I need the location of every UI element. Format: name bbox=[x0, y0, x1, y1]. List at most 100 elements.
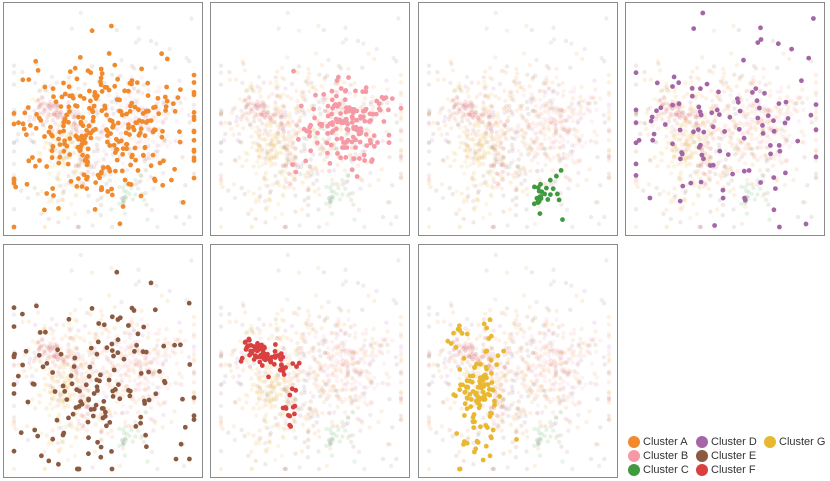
background-point bbox=[237, 139, 243, 144]
background-point bbox=[221, 138, 227, 143]
background-point bbox=[778, 111, 783, 116]
background-point bbox=[459, 115, 465, 120]
background-point bbox=[47, 413, 52, 418]
background-point bbox=[282, 145, 288, 151]
background-point bbox=[398, 90, 404, 95]
background-point bbox=[683, 188, 688, 194]
background-point bbox=[535, 204, 541, 209]
background-point bbox=[52, 379, 58, 384]
background-point bbox=[534, 138, 539, 144]
background-point bbox=[71, 114, 76, 120]
background-point bbox=[562, 174, 568, 179]
background-point bbox=[766, 202, 771, 207]
background-point bbox=[539, 111, 544, 117]
highlight-point bbox=[532, 184, 537, 190]
background-point bbox=[48, 383, 53, 388]
background-point bbox=[488, 163, 494, 168]
background-point bbox=[70, 140, 76, 145]
background-point bbox=[398, 400, 404, 405]
highlight-point bbox=[20, 311, 25, 317]
background-point bbox=[740, 124, 745, 129]
background-point bbox=[464, 155, 470, 160]
background-point bbox=[481, 215, 486, 221]
background-point bbox=[42, 323, 47, 328]
background-point bbox=[284, 160, 289, 166]
background-point bbox=[342, 410, 348, 415]
background-point bbox=[749, 81, 755, 86]
background-point bbox=[269, 161, 275, 166]
background-point bbox=[173, 214, 179, 220]
background-point bbox=[100, 376, 105, 381]
background-point bbox=[261, 155, 266, 160]
background-point bbox=[160, 120, 166, 126]
highlight-point bbox=[298, 103, 304, 109]
background-point bbox=[458, 88, 463, 93]
background-point bbox=[281, 76, 287, 82]
scatter-panel-cluster-f bbox=[210, 244, 410, 478]
background-point bbox=[523, 131, 528, 136]
background-point bbox=[566, 114, 571, 119]
background-point bbox=[482, 155, 488, 160]
background-point bbox=[578, 108, 583, 113]
background-point bbox=[522, 169, 528, 174]
background-point bbox=[268, 117, 273, 123]
highlight-point bbox=[61, 80, 66, 86]
background-point bbox=[270, 182, 275, 187]
background-point bbox=[473, 151, 478, 157]
background-point bbox=[233, 77, 238, 82]
background-point bbox=[558, 115, 563, 121]
background-point bbox=[328, 185, 333, 190]
background-point bbox=[576, 99, 582, 105]
background-point bbox=[137, 347, 142, 352]
background-point bbox=[472, 142, 478, 147]
highlight-point bbox=[654, 108, 659, 114]
background-point bbox=[549, 119, 554, 124]
background-point bbox=[68, 123, 74, 128]
background-point bbox=[145, 217, 150, 222]
background-point bbox=[678, 136, 683, 142]
background-point bbox=[152, 369, 157, 374]
highlight-point bbox=[119, 168, 125, 174]
background-point bbox=[256, 74, 262, 80]
background-point bbox=[62, 403, 68, 408]
highlight-point bbox=[132, 104, 138, 110]
background-point bbox=[49, 406, 55, 411]
background-point bbox=[345, 435, 351, 441]
background-point bbox=[439, 182, 445, 187]
background-point bbox=[727, 189, 732, 194]
background-point bbox=[740, 131, 746, 136]
background-point bbox=[305, 317, 311, 323]
background-point bbox=[748, 125, 753, 131]
background-point bbox=[796, 119, 802, 124]
background-point bbox=[475, 158, 480, 164]
background-point bbox=[268, 120, 273, 125]
background-point bbox=[688, 173, 693, 179]
background-point bbox=[88, 165, 94, 170]
background-point bbox=[766, 125, 771, 130]
background-point bbox=[441, 77, 446, 82]
background-point bbox=[66, 326, 72, 331]
background-point bbox=[488, 192, 493, 197]
background-point bbox=[525, 152, 531, 157]
background-point bbox=[47, 102, 52, 107]
background-point bbox=[385, 100, 390, 106]
background-point bbox=[517, 103, 522, 109]
background-point bbox=[184, 55, 189, 61]
background-point bbox=[35, 98, 41, 103]
background-point bbox=[48, 401, 53, 406]
background-point bbox=[150, 371, 156, 377]
background-point bbox=[258, 94, 263, 99]
background-point bbox=[279, 75, 285, 80]
background-point bbox=[473, 110, 478, 115]
background-point bbox=[478, 91, 483, 97]
background-point bbox=[276, 83, 281, 89]
background-point bbox=[93, 422, 98, 427]
background-point bbox=[710, 70, 715, 75]
background-point bbox=[291, 128, 296, 133]
background-point bbox=[285, 147, 290, 153]
background-point bbox=[124, 431, 129, 436]
highlight-point bbox=[72, 65, 78, 71]
background-point bbox=[271, 144, 277, 149]
background-point bbox=[489, 193, 494, 199]
highlight-point bbox=[658, 105, 664, 111]
